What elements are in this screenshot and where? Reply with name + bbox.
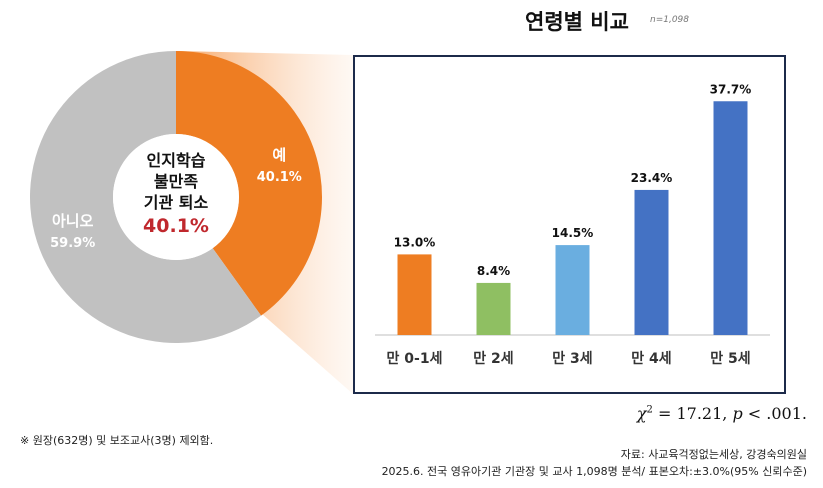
bar-3 [634, 189, 669, 335]
bar-value-label: 37.7% [710, 82, 752, 96]
bar-4 [713, 101, 748, 335]
bar-0 [397, 254, 432, 335]
bar-value-label: 8.4% [477, 264, 510, 278]
chi-square-stat: χ2 = 17.21, p < .001. [637, 404, 807, 423]
chi-sup: 2 [646, 404, 653, 416]
x-tick-label: 만 5세 [710, 351, 750, 367]
sample-size-label: n=1,098 [650, 15, 690, 25]
donut-center-line: 불만족 [154, 172, 198, 191]
x-tick-label: 만 4세 [631, 351, 671, 367]
source-line: 자료: 사교육걱정없는세상, 강경숙의원실 [620, 448, 807, 461]
bar-value-label: 13.0% [394, 235, 436, 249]
x-tick-label: 만 2세 [473, 351, 513, 367]
bar-1 [476, 282, 511, 335]
donut-slice-label: 아니오 [52, 212, 94, 230]
chart-title: 연령별 비교 [525, 10, 629, 34]
donut-center-line: 기관 퇴소 [144, 193, 209, 212]
donut-slice-1 [30, 51, 262, 343]
donut-slice-value: 59.9% [50, 236, 95, 251]
donut-slice-label: 예 [272, 146, 286, 164]
x-tick-label: 만 0-1세 [387, 351, 443, 367]
donut-slice-value: 40.1% [257, 170, 302, 185]
donut-hole [113, 134, 239, 260]
bar-2 [555, 245, 590, 335]
chi-symbol: χ [636, 404, 647, 423]
chi-text: = 17.21, [652, 404, 733, 423]
footnote: ※ 원장(632명) 및 보조교사(3명) 제외함. [20, 434, 214, 447]
x-tick-label: 만 3세 [552, 351, 592, 367]
bar-value-label: 23.4% [631, 171, 673, 185]
donut-slice-0 [176, 51, 323, 316]
bar-chart: 13.0% 만 0-1세 8.4% 만 2세 14.5% 만 3세 23.4% 만 4세 37.… [375, 82, 770, 367]
p-text: < .001. [742, 404, 807, 423]
donut-center-line: 인지학습 [147, 151, 206, 170]
bar-chart-panel: 13.0% 만 0-1세 8.4% 만 2세 14.5% 만 3세 23.4% 만 4세 37.… [353, 55, 786, 394]
donut-center-value: 40.1% [143, 215, 209, 237]
bar-value-label: 14.5% [552, 226, 594, 240]
p-symbol: p [732, 404, 743, 423]
survey-line: 2025.6. 전국 영유아기관 기관장 및 교사 1,098명 분석/ 표본오… [381, 465, 807, 478]
